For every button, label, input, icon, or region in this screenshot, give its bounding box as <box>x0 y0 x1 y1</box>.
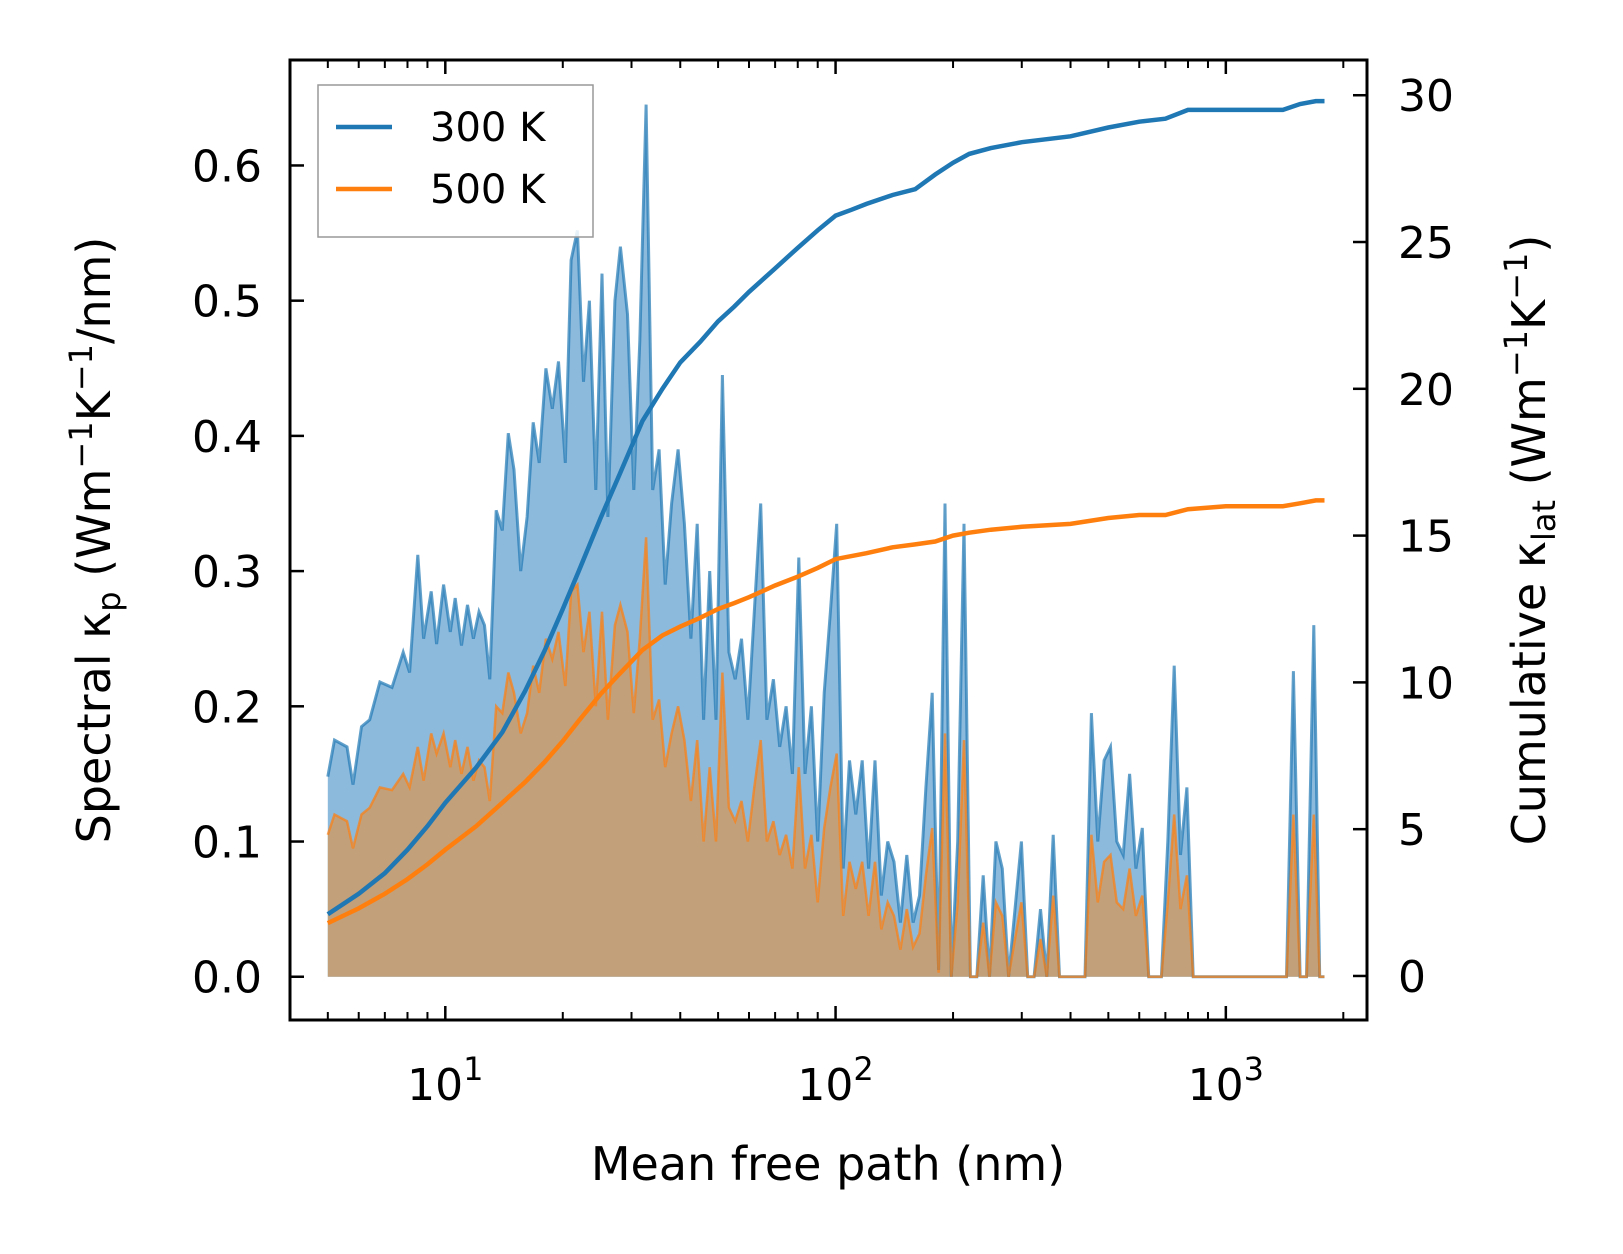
right-y-axis-ticks: 0 5 10 15 20 25 30 <box>1353 71 1454 1003</box>
spectral-500k-fill <box>327 537 1325 977</box>
left-y-label-units-post: /nm) <box>67 237 121 344</box>
left-y-label-main: Spectral κ <box>67 612 121 844</box>
left-y-label-mid: K <box>67 389 121 421</box>
right-y-label-main: Cumulative κ <box>1502 541 1556 845</box>
left-y-tick-label: 0.4 <box>192 412 262 463</box>
x-axis-ticks: 101 102 103 <box>289 60 1345 1111</box>
left-y-tick-label: 0.2 <box>192 682 262 733</box>
legend-box <box>317 84 594 238</box>
x-tick-exponent: 1 <box>463 1050 483 1088</box>
x-axis-label: Mean free path (nm) <box>591 1137 1065 1191</box>
spectral-500k-line <box>326 537 1325 978</box>
right-y-label-units-post: ) <box>1502 235 1556 253</box>
x-tick-base: 10 <box>797 1060 853 1111</box>
right-y-tick-label: 10 <box>1398 658 1454 709</box>
x-tick-base: 10 <box>1188 1060 1244 1111</box>
right-y-tick-label: 15 <box>1398 512 1454 563</box>
spectral-300k-line <box>326 104 1325 979</box>
legend-label-500k: 500 K <box>430 167 547 213</box>
left-y-tick-label: 0.0 <box>192 953 262 1004</box>
right-y-tick-label: 20 <box>1398 365 1454 416</box>
left-y-label-sup1: −1 <box>62 421 100 468</box>
right-y-tick-label: 5 <box>1398 805 1426 856</box>
x-tick-label: 101 <box>407 1050 483 1111</box>
right-y-label-sub: lat <box>1525 500 1563 541</box>
right-y-tick-label: 0 <box>1398 952 1426 1003</box>
left-y-tick-label: 0.6 <box>192 141 262 192</box>
left-y-label-sub: p <box>90 591 128 611</box>
legend: 300 K 500 K <box>317 84 594 238</box>
right-y-label-sup1: −1 <box>1497 330 1535 377</box>
right-y-label-units-pre: (Wm <box>1502 377 1556 500</box>
cumulative-300k-line <box>326 98 1325 917</box>
left-y-axis-ticks: 0.0 0.1 0.2 0.3 0.4 0.5 0.6 <box>192 141 304 1004</box>
legend-label-300k: 300 K <box>430 105 547 151</box>
left-y-tick-label: 0.1 <box>192 818 262 869</box>
left-y-tick-label: 0.3 <box>192 547 262 598</box>
left-y-tick-label: 0.5 <box>192 277 262 328</box>
left-y-axis-label: Spectral κp (Wm−1K−1/nm) <box>62 237 128 844</box>
right-y-tick-label: 30 <box>1398 71 1454 122</box>
right-y-tick-label: 25 <box>1398 218 1454 269</box>
plot-frame <box>288 58 1369 1022</box>
x-tick-exponent: 2 <box>853 1050 873 1088</box>
right-y-label-sup2: −1 <box>1497 253 1535 300</box>
left-y-label-sup2: −1 <box>62 344 100 391</box>
right-y-axis-label: Cumulative κlat (Wm−1K−1) <box>1497 235 1563 846</box>
x-tick-label: 103 <box>1188 1050 1264 1111</box>
cumulative-500k-line <box>326 498 1325 926</box>
right-y-label-mid: K <box>1502 298 1556 330</box>
left-y-label-units-pre: (Wm <box>67 469 121 592</box>
x-tick-base: 10 <box>407 1060 463 1111</box>
x-tick-label: 102 <box>797 1050 873 1111</box>
x-tick-exponent: 3 <box>1244 1050 1264 1088</box>
